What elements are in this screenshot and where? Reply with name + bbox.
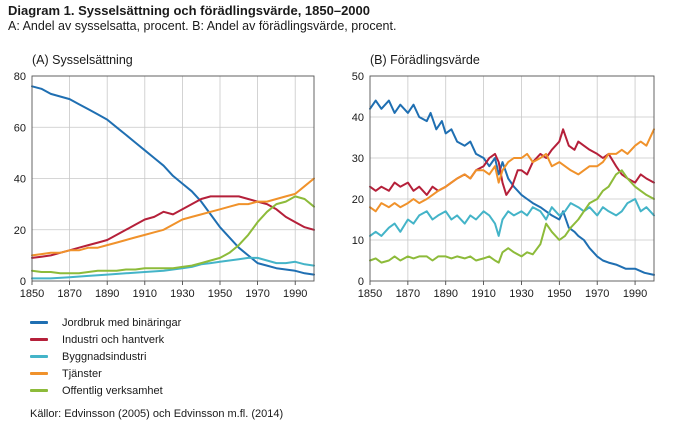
legend-label: Jordbruk med binäringar bbox=[62, 316, 182, 329]
chart-a-title: (A) Sysselsättning bbox=[32, 53, 133, 67]
legend-item: Industri och hantverk bbox=[30, 331, 181, 348]
x-tick-label: 1930 bbox=[170, 288, 194, 300]
legend: Jordbruk med binäringar Industri och han… bbox=[30, 314, 181, 399]
legend-swatch bbox=[30, 372, 48, 375]
legend-item: Tjänster bbox=[30, 365, 181, 382]
x-tick-label: 1910 bbox=[133, 288, 157, 300]
series-line-byggnadsindustri bbox=[31, 256, 315, 280]
plot-frame bbox=[31, 75, 315, 282]
series-line-tj-nster bbox=[31, 177, 315, 257]
legend-swatch bbox=[30, 321, 48, 324]
y-tick-label: 60 bbox=[14, 122, 26, 134]
y-tick-label: 20 bbox=[14, 225, 26, 237]
y-tick-label: 80 bbox=[14, 71, 26, 83]
x-tick-label: 1950 bbox=[208, 288, 232, 300]
legend-swatch bbox=[30, 355, 48, 358]
legend-swatch bbox=[30, 389, 48, 392]
x-tick-label: 1870 bbox=[57, 288, 81, 300]
legend-item: Byggnadsindustri bbox=[30, 348, 181, 365]
series-line-jordbruk-med-bin-ringar bbox=[31, 85, 315, 276]
x-tick-label: 1890 bbox=[95, 288, 119, 300]
series-line-offentlig-verksamhet bbox=[31, 195, 315, 275]
legend-label: Byggnadsindustri bbox=[62, 350, 147, 363]
chart-a-axes: 0 20 40 60 80 1850 1870 1890 1910 1930 1950 1970 199… bbox=[14, 71, 315, 300]
x-tick-label: 1850 bbox=[20, 288, 44, 300]
y-tick-label: 40 bbox=[14, 174, 26, 186]
legend-item: Offentlig verksamhet bbox=[30, 382, 181, 399]
chart-a-series bbox=[31, 85, 315, 280]
legend-item: Jordbruk med binäringar bbox=[30, 314, 181, 331]
source-note: Källor: Edvinsson (2005) och Edvinsson m… bbox=[30, 408, 284, 420]
page-title: Diagram 1. Sysselsättning och förädlings… bbox=[8, 3, 370, 18]
page-subtitle: A: Andel av sysselsatta, procent. B: And… bbox=[8, 19, 397, 33]
legend-swatch bbox=[30, 338, 48, 341]
series-line-industri-och-hantverk bbox=[31, 195, 315, 259]
x-tick-label: 1970 bbox=[245, 288, 269, 300]
x-tick-label: 1990 bbox=[283, 288, 307, 300]
legend-label: Industri och hantverk bbox=[62, 333, 165, 346]
legend-label: Offentlig verksamhet bbox=[62, 384, 163, 397]
legend-label: Tjänster bbox=[62, 367, 102, 380]
y-tick-label: 0 bbox=[20, 276, 26, 288]
